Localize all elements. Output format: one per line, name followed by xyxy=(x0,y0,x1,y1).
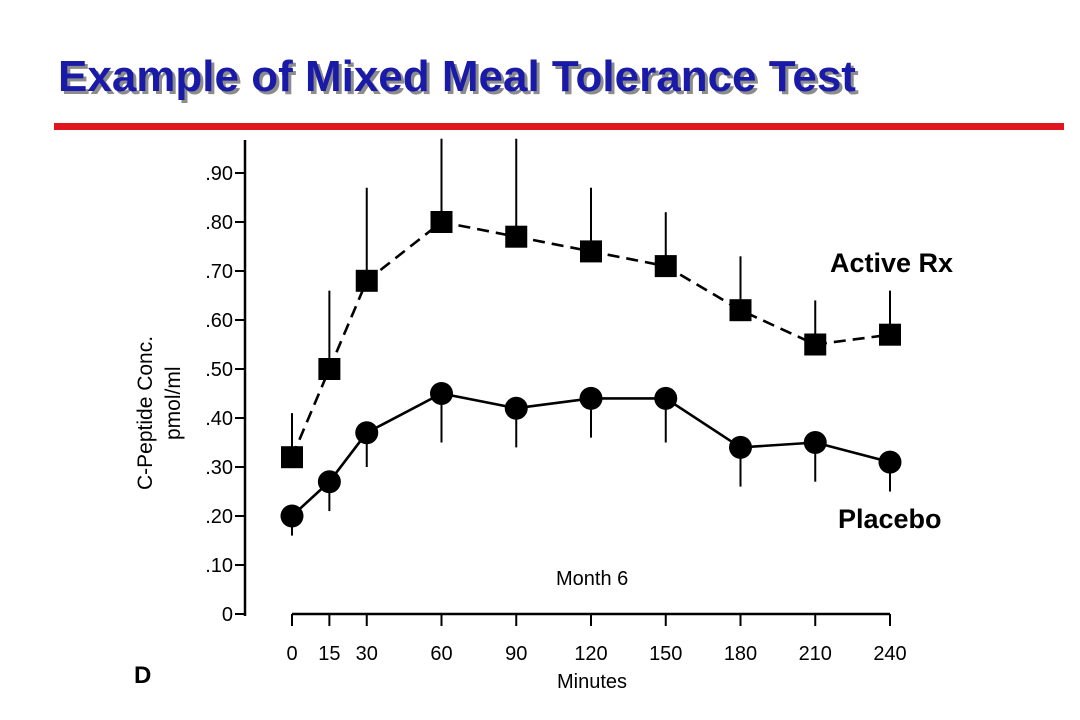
series-placebo xyxy=(280,382,902,536)
data-point-circle xyxy=(803,431,827,454)
data-point-circle xyxy=(504,396,528,420)
data-point-square xyxy=(281,446,303,469)
y-tick-label: 0 xyxy=(222,604,233,626)
data-point-square xyxy=(355,269,378,292)
data-point-circle xyxy=(654,386,678,410)
data-point-square xyxy=(804,333,827,356)
series-line xyxy=(291,392,891,517)
x-axis: 0 15 30 60 90 120 150 180 210 240 xyxy=(286,612,907,665)
x-tick-label: 120 xyxy=(574,643,607,665)
x-axis-label: Minutes xyxy=(557,671,627,693)
y-tick-label: .10 xyxy=(205,555,233,577)
series-line xyxy=(290,220,891,458)
data-point-square xyxy=(430,211,453,233)
data-point-circle xyxy=(280,504,304,528)
x-tick-label: 60 xyxy=(430,643,452,665)
month-annotation: Month 6 xyxy=(556,568,628,590)
x-tick-label: 0 xyxy=(286,643,297,665)
slide-title: Example of Mixed Meal Tolerance Test xyxy=(58,52,856,101)
data-point-circle xyxy=(729,435,752,459)
y-axis-unit-label: pmol/ml xyxy=(162,366,185,440)
x-tick-label: 210 xyxy=(799,643,832,665)
x-tick-label: 150 xyxy=(649,643,682,665)
data-point-square xyxy=(318,358,341,380)
y-tick-label: .80 xyxy=(205,212,233,234)
data-point-circle xyxy=(878,450,902,474)
data-point-square xyxy=(729,299,752,322)
data-point-circle xyxy=(317,470,341,494)
y-tick-label: .90 xyxy=(205,163,233,185)
y-tick-label: .40 xyxy=(205,408,233,430)
y-tick-label: .60 xyxy=(205,310,233,332)
series-label-active: Active Rx xyxy=(830,248,953,278)
data-point-square xyxy=(879,323,901,346)
title-rule-bar xyxy=(54,123,1064,130)
series-active-rx xyxy=(281,138,901,469)
x-tick-label: 180 xyxy=(724,643,757,665)
data-point-circle xyxy=(579,386,603,410)
data-point-square xyxy=(654,255,677,278)
y-axis: 0 .10 .20 .30 .40 .50 .60 .70 .80 .90 xyxy=(205,140,247,626)
y-tick-label: .30 xyxy=(205,457,233,479)
y-tick-label: .20 xyxy=(205,506,233,528)
data-point-square xyxy=(505,225,528,248)
panel-label: D xyxy=(134,662,151,689)
series-layer xyxy=(280,138,902,536)
y-tick-label: .70 xyxy=(205,261,233,283)
y-tick-label: .50 xyxy=(205,359,233,381)
series-label-placebo: Placebo xyxy=(838,504,942,534)
x-tick-label: 15 xyxy=(318,643,340,665)
data-point-square xyxy=(580,240,602,263)
data-point-circle xyxy=(430,382,453,405)
x-tick-label: 240 xyxy=(873,643,906,665)
data-point-circle xyxy=(355,421,379,445)
x-tick-label: 30 xyxy=(356,643,378,665)
title-rule xyxy=(54,123,1064,130)
x-tick-label: 90 xyxy=(505,643,527,665)
y-axis-label: C-Peptide Conc. xyxy=(134,336,157,490)
